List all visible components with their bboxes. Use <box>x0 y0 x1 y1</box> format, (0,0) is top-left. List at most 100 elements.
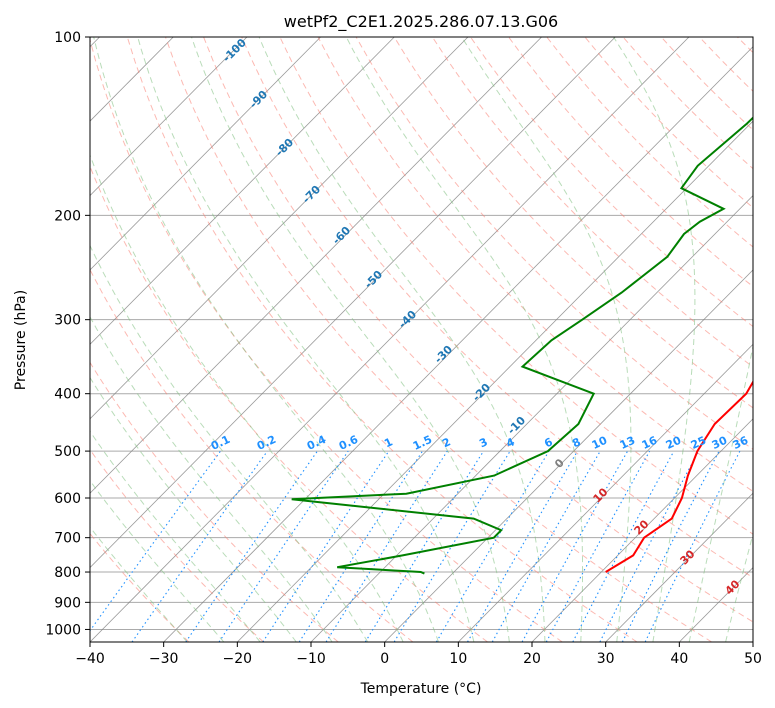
mixing-ratio-line <box>185 450 318 642</box>
dry-adiabat-line <box>203 37 753 623</box>
isotherm-line <box>90 37 542 494</box>
isotherm-line <box>752 641 753 642</box>
x-tick-label: 50 <box>744 651 762 667</box>
mixing-ratio-label: 0.4 <box>305 433 328 453</box>
mixing-ratio-line <box>364 450 484 642</box>
dry-adiabat-line <box>90 268 414 642</box>
mixing-ratio-line <box>131 450 268 642</box>
dry-adiabat-line <box>393 37 753 409</box>
isotherm-line <box>90 37 395 345</box>
moist-adiabat-line <box>90 244 369 642</box>
mixing-ratio-label: 8 <box>570 435 582 450</box>
x-tick-label: −40 <box>75 651 105 667</box>
moist-adiabat-line <box>90 153 404 642</box>
dry-adiabat-line <box>279 37 753 535</box>
y-tick-label: 400 <box>54 387 81 403</box>
mixing-ratio-label: 4 <box>504 435 517 450</box>
moist-adiabat-label: 10 <box>591 485 611 505</box>
x-tick-label: 30 <box>597 651 615 667</box>
mixing-ratio-label: 16 <box>640 434 660 452</box>
x-tick-label: 40 <box>670 651 688 667</box>
mixing-ratio-label: 20 <box>664 434 684 452</box>
isotherm-label: -100 <box>220 36 249 65</box>
x-axis-label: Temperature (°C) <box>360 681 482 697</box>
moist-adiabat-line <box>90 315 333 642</box>
moist-adiabat-label: 40 <box>723 577 743 597</box>
moist-adiabat-line <box>191 37 510 642</box>
mixing-ratio-line <box>435 450 550 642</box>
dry-adiabat-line <box>126 37 638 642</box>
moist-adiabat-line <box>688 343 753 642</box>
isotherm-line <box>90 37 690 642</box>
moist-adiabat-line <box>725 532 753 642</box>
isotherm-line <box>237 120 753 642</box>
x-tick-label: 10 <box>449 651 467 667</box>
x-tick-label: −10 <box>296 651 326 667</box>
isotherm-line <box>384 269 753 642</box>
dry-adiabat-line <box>698 37 753 92</box>
mixing-ratio-label: 13 <box>618 434 637 452</box>
dry-adiabat-line <box>470 37 753 328</box>
mixing-ratio-label: 0.1 <box>209 433 232 453</box>
mixing-ratio-line <box>218 450 349 642</box>
mixing-ratio-line <box>572 450 675 642</box>
y-tick-label: 600 <box>54 491 81 507</box>
x-tick-label: −30 <box>149 651 179 667</box>
y-tick-label: 300 <box>54 313 81 329</box>
mixing-ratio-line <box>393 450 511 642</box>
mixing-ratio-line <box>491 450 601 642</box>
moist-adiabat-line <box>613 37 696 642</box>
mixing-ratio-line <box>599 450 700 642</box>
dry-adiabat-line <box>90 361 339 642</box>
mixing-ratio-line <box>298 450 423 642</box>
temperature-profile-line <box>605 380 753 573</box>
dry-adiabat-line <box>508 37 753 288</box>
mixing-ratio-line <box>545 450 651 642</box>
mixing-ratio-line <box>325 450 448 642</box>
isotherm-line <box>90 37 321 271</box>
y-tick-label: 500 <box>54 444 81 460</box>
dry-adiabat-line <box>90 448 264 642</box>
mixing-ratio-label: 1.5 <box>411 433 434 453</box>
y-tick-label: 1000 <box>45 622 81 638</box>
y-tick-label: 700 <box>54 531 81 547</box>
dry-adiabat-line <box>165 37 712 642</box>
mixing-ratio-line <box>644 450 741 642</box>
dry-adiabat-line <box>317 37 753 493</box>
moist-adiabat-line <box>345 37 584 642</box>
dry-adiabat-line <box>622 37 753 170</box>
isotherm-label: -40 <box>396 308 419 331</box>
dry-adiabat-line <box>355 37 753 450</box>
mixing-ratio-label: 1 <box>382 435 394 450</box>
isotherm-line <box>90 37 616 569</box>
mixing-ratio-label: 0.6 <box>337 433 360 453</box>
y-tick-label: 800 <box>54 565 81 581</box>
isotherm-line <box>90 37 248 197</box>
x-tick-label: 0 <box>380 651 389 667</box>
dewpoint-profile-line <box>291 116 753 575</box>
mixing-ratio-line <box>262 450 390 642</box>
isotherm-label: -60 <box>330 224 353 247</box>
mixing-ratio-label: 30 <box>710 434 730 452</box>
moist-adiabat-line <box>137 37 475 642</box>
moist-adiabat-line <box>90 376 297 642</box>
moist-adiabat-line <box>461 37 632 642</box>
dry-adiabat-line <box>90 38 563 642</box>
isotherm-label: -30 <box>432 343 455 366</box>
isotherm-line <box>163 46 753 642</box>
moist-adiabat-label: 30 <box>678 547 698 567</box>
y-tick-label: 100 <box>54 30 81 46</box>
moist-adiabat-line <box>90 430 261 642</box>
isotherm-line <box>605 492 753 642</box>
chart-title: wetPf2_C2E1.2025.286.07.13.G06 <box>284 12 558 32</box>
y-tick-label: 200 <box>54 208 81 224</box>
dry-adiabat-line <box>431 37 753 368</box>
isotherm-line <box>90 37 469 420</box>
dry-adiabat-line <box>241 37 753 579</box>
mixing-ratio-label: 25 <box>689 434 708 452</box>
dry-adiabat-line <box>90 164 488 642</box>
mixing-ratio-label: 36 <box>731 434 751 452</box>
mixing-ratio-line <box>521 450 629 642</box>
